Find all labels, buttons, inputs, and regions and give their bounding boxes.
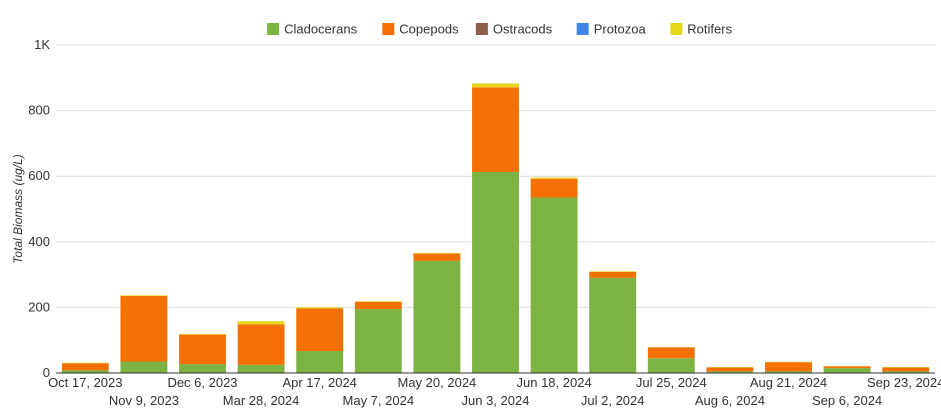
x-tick-label: May 7, 2024 <box>343 393 415 408</box>
bar-segment-cladocerans[interactable] <box>823 368 871 373</box>
legend-item-ostracods[interactable]: Ostracods <box>475 22 553 37</box>
x-tick-label: Aug 6, 2024 <box>695 393 765 408</box>
legend-label: Rotifers <box>687 22 732 37</box>
y-tick-label: 800 <box>28 103 50 118</box>
bar-segment-copepods[interactable] <box>120 295 168 362</box>
bar-segment-rotifers[interactable] <box>589 271 637 272</box>
y-axis-label: Total Biomass (ug/L) <box>11 154 25 264</box>
bar-segment-copepods[interactable] <box>354 301 402 310</box>
y-tick-label: 1K <box>34 37 50 52</box>
bar-segment-cladocerans[interactable] <box>296 351 344 373</box>
x-tick-label: May 20, 2024 <box>398 375 477 390</box>
legend-label: Copepods <box>399 22 459 37</box>
x-tick-label: Aug 21, 2024 <box>750 375 827 390</box>
x-tick-label: Sep 6, 2024 <box>812 393 882 408</box>
x-tick-label: Dec 6, 2023 <box>167 375 237 390</box>
bar-segment-copepods[interactable] <box>882 367 930 372</box>
bar-segment-copepods[interactable] <box>237 324 285 365</box>
x-tick-label: Jul 25, 2024 <box>636 375 707 390</box>
bar-segment-copepods[interactable] <box>61 363 109 371</box>
legend-item-rotifers[interactable]: Rotifers <box>670 22 733 37</box>
bar-segment-copepods[interactable] <box>823 366 871 369</box>
x-tick-label: Jul 2, 2024 <box>581 393 645 408</box>
bar-segment-copepods[interactable] <box>296 308 344 352</box>
bar-segment-rotifers[interactable] <box>237 321 285 325</box>
bar-segment-cladocerans[interactable] <box>647 358 695 373</box>
bar-segment-copepods[interactable] <box>472 87 519 172</box>
bar-segment-rotifers[interactable] <box>296 307 344 309</box>
legend-item-cladocerans[interactable]: Cladocerans <box>267 22 358 37</box>
x-tick-label: Sep 23, 2024 <box>867 375 941 390</box>
bars <box>61 83 930 373</box>
y-axis-ticks: 0 200 400 600 800 1K <box>28 37 50 380</box>
legend-item-copepods[interactable]: Copepods <box>382 22 459 37</box>
bar-segment-rotifers[interactable] <box>472 83 519 88</box>
y-tick-label: 400 <box>28 234 50 249</box>
x-tick-label: Nov 9, 2023 <box>109 393 179 408</box>
legend-label: Cladocerans <box>284 22 357 37</box>
bar-segment-cladocerans[interactable] <box>589 277 637 373</box>
bar-segment-rotifers[interactable] <box>354 301 402 302</box>
bar-segment-cladocerans[interactable] <box>179 364 226 373</box>
bar-segment-cladocerans[interactable] <box>472 171 519 373</box>
bar-segment-copepods[interactable] <box>413 253 461 261</box>
bar-segment-cladocerans[interactable] <box>765 371 812 373</box>
bar-segment-copepods[interactable] <box>179 334 226 365</box>
bar-segment-copepods[interactable] <box>706 367 754 372</box>
y-tick-label: 600 <box>28 168 50 183</box>
legend-swatch <box>382 23 395 35</box>
bar-segment-copepods[interactable] <box>530 178 578 198</box>
bar-segment-copepods[interactable] <box>589 271 637 278</box>
bar-segment-cladocerans[interactable] <box>413 260 461 373</box>
legend[interactable]: Cladocerans Copepods Ostracods Protozoa Roti… <box>267 22 733 37</box>
bar-segment-cladocerans[interactable] <box>120 361 168 373</box>
bar-segment-copepods[interactable] <box>765 362 812 372</box>
bar-segment-cladocerans[interactable] <box>530 197 578 373</box>
y-tick-label: 200 <box>28 299 50 314</box>
x-tick-label: Mar 28, 2024 <box>223 393 300 408</box>
legend-swatch <box>475 23 488 35</box>
x-tick-label: Jun 18, 2024 <box>517 375 592 390</box>
bar-segment-cladocerans[interactable] <box>237 364 285 373</box>
bar-segment-cladocerans[interactable] <box>354 309 402 373</box>
bar-segment-rotifers[interactable] <box>413 252 461 254</box>
legend-label: Protozoa <box>594 22 647 37</box>
bar-segment-cladocerans[interactable] <box>882 371 930 373</box>
legend-swatch <box>670 23 683 35</box>
x-tick-label: Apr 17, 2024 <box>282 375 356 390</box>
bar-segment-rotifers[interactable] <box>179 333 226 335</box>
x-axis-ticks: Oct 17, 2023 Nov 9, 2023 Dec 6, 2023 Mar 28… <box>48 375 941 408</box>
bar-segment-rotifers[interactable] <box>120 295 168 296</box>
legend-swatch <box>267 23 280 35</box>
x-tick-label: Oct 17, 2023 <box>48 375 122 390</box>
bar-segment-rotifers[interactable] <box>530 177 578 179</box>
legend-item-protozoa[interactable]: Protozoa <box>576 22 647 37</box>
bar-segment-cladocerans[interactable] <box>61 370 109 373</box>
legend-swatch <box>576 23 589 35</box>
bar-segment-copepods[interactable] <box>647 347 695 359</box>
y-tick-label: 0 <box>43 365 50 380</box>
legend-label: Ostracods <box>493 22 553 37</box>
x-tick-label: Jun 3, 2024 <box>462 393 530 408</box>
bar-segment-cladocerans[interactable] <box>706 371 754 373</box>
